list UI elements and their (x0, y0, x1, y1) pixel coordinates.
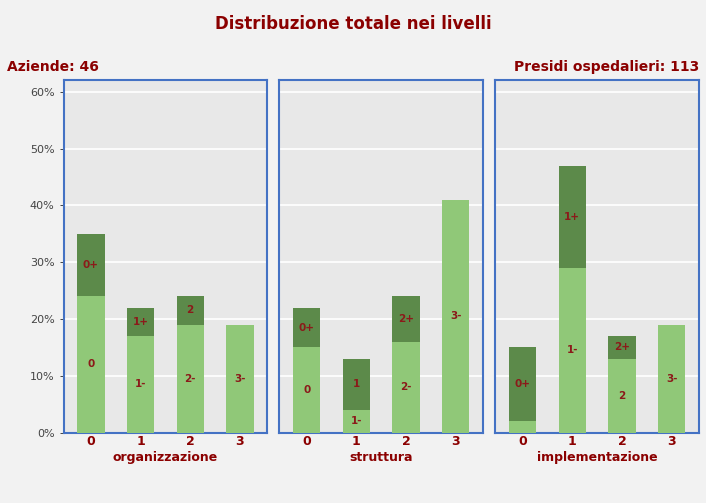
Text: 0+: 0+ (515, 379, 531, 389)
Text: 1+: 1+ (564, 212, 580, 222)
Bar (293, 348, 321, 433)
Text: Distribuzione totale nei livelli: Distribuzione totale nei livelli (215, 15, 491, 33)
Bar (226, 324, 253, 433)
Text: 1-: 1- (351, 416, 362, 426)
Text: 1-: 1- (566, 345, 578, 355)
Bar (442, 200, 469, 433)
Text: 2+: 2+ (398, 314, 414, 324)
X-axis label: struttura: struttura (349, 451, 413, 464)
Text: 0: 0 (88, 360, 95, 369)
Bar (176, 324, 204, 433)
Text: 1-: 1- (135, 379, 146, 389)
Text: 2: 2 (186, 305, 194, 315)
Text: 2-: 2- (184, 374, 196, 384)
Text: 2: 2 (618, 391, 626, 401)
Bar (393, 296, 420, 342)
Bar (77, 296, 104, 433)
Text: 0: 0 (303, 385, 311, 395)
Text: 1: 1 (353, 379, 360, 389)
Bar (558, 268, 586, 433)
Bar (127, 308, 154, 336)
X-axis label: implementazione: implementazione (537, 451, 657, 464)
Text: 3-: 3- (234, 374, 246, 384)
Bar (342, 359, 370, 410)
Text: 0+: 0+ (299, 322, 315, 332)
Bar (509, 348, 537, 421)
Text: 0+: 0+ (83, 260, 99, 270)
Text: 2-: 2- (400, 382, 412, 392)
Bar (127, 336, 154, 433)
Text: Aziende: 46: Aziende: 46 (7, 60, 99, 74)
Text: 2+: 2+ (614, 343, 630, 353)
Bar (393, 342, 420, 433)
X-axis label: organizzazione: organizzazione (113, 451, 218, 464)
Bar (609, 359, 635, 433)
Bar (658, 324, 686, 433)
Bar (176, 296, 204, 324)
Text: 3-: 3- (666, 374, 677, 384)
Bar (77, 234, 104, 296)
Text: Presidi ospedalieri: 113: Presidi ospedalieri: 113 (514, 60, 699, 74)
Text: 1+: 1+ (133, 317, 148, 327)
Bar (509, 421, 537, 433)
Text: 3-: 3- (450, 311, 462, 321)
Bar (342, 410, 370, 433)
Bar (609, 336, 635, 359)
Bar (558, 165, 586, 268)
Bar (293, 308, 321, 348)
